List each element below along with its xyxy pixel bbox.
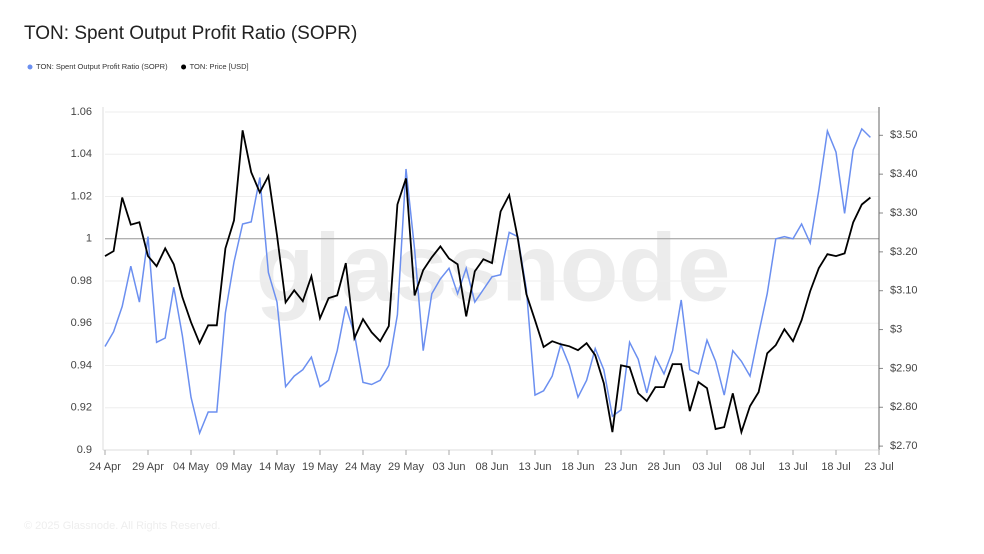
y2-tick-label: $2.80 — [890, 401, 918, 413]
x-tick-label: 29 Apr — [132, 461, 164, 473]
y2-tick-label: $3.30 — [890, 207, 918, 219]
legend-marker — [181, 64, 187, 70]
x-tick-label: 24 Apr — [89, 461, 121, 473]
x-tick-label: 13 Jul — [778, 461, 807, 473]
x-tick-label: 13 Jun — [518, 461, 551, 473]
y-tick-label: 0.98 — [71, 275, 92, 287]
y2-tick-label: $3.10 — [890, 285, 918, 297]
x-tick-label: 19 May — [302, 461, 339, 473]
y2-tick-label: $3.40 — [890, 168, 918, 180]
x-tick-label: 18 Jul — [821, 461, 850, 473]
x-tick-label: 28 Jun — [647, 461, 680, 473]
x-tick-label: 24 May — [345, 461, 382, 473]
y2-tick-label: $3 — [890, 323, 902, 335]
y-tick-label: 1.02 — [71, 190, 92, 202]
chart-title: TON: Spent Output Profit Ratio (SOPR) — [24, 23, 357, 44]
series-line — [104, 130, 871, 436]
y2-tick-label: $3.50 — [890, 129, 918, 141]
x-tick-label: 04 May — [173, 461, 210, 473]
y-tick-label: 0.92 — [71, 402, 92, 414]
y-tick-label: 1.06 — [71, 106, 92, 118]
y-tick-label: 0.96 — [71, 317, 92, 329]
legend-label: TON: Spent Output Profit Ratio (SOPR) — [36, 62, 168, 71]
y-tick-label: 1 — [86, 233, 92, 245]
y2-tick-label: $2.90 — [890, 362, 918, 374]
y2-tick-label: $3.20 — [890, 246, 918, 258]
x-tick-label: 29 May — [388, 461, 425, 473]
x-tick-label: 08 Jul — [735, 461, 764, 473]
y-tick-label: 0.94 — [71, 359, 92, 371]
legend-marker — [27, 64, 33, 70]
x-tick-label: 18 Jun — [561, 461, 594, 473]
watermark: glassnode — [256, 214, 731, 321]
footer: © 2025 Glassnode. All Rights Reserved. — [24, 520, 220, 532]
x-tick-label: 08 Jun — [475, 461, 508, 473]
y-tick-label: 0.9 — [77, 444, 92, 456]
legend-label: TON: Price [USD] — [190, 62, 249, 71]
x-tick-label: 09 May — [216, 461, 253, 473]
x-tick-label: 23 Jul — [864, 461, 893, 473]
x-tick-label: 03 Jul — [692, 461, 721, 473]
x-tick-label: 03 Jun — [432, 461, 465, 473]
y2-tick-label: $2.70 — [890, 440, 918, 452]
x-tick-label: 14 May — [259, 461, 296, 473]
y-tick-label: 1.04 — [71, 148, 92, 160]
x-tick-label: 23 Jun — [604, 461, 637, 473]
series-line — [104, 127, 871, 436]
